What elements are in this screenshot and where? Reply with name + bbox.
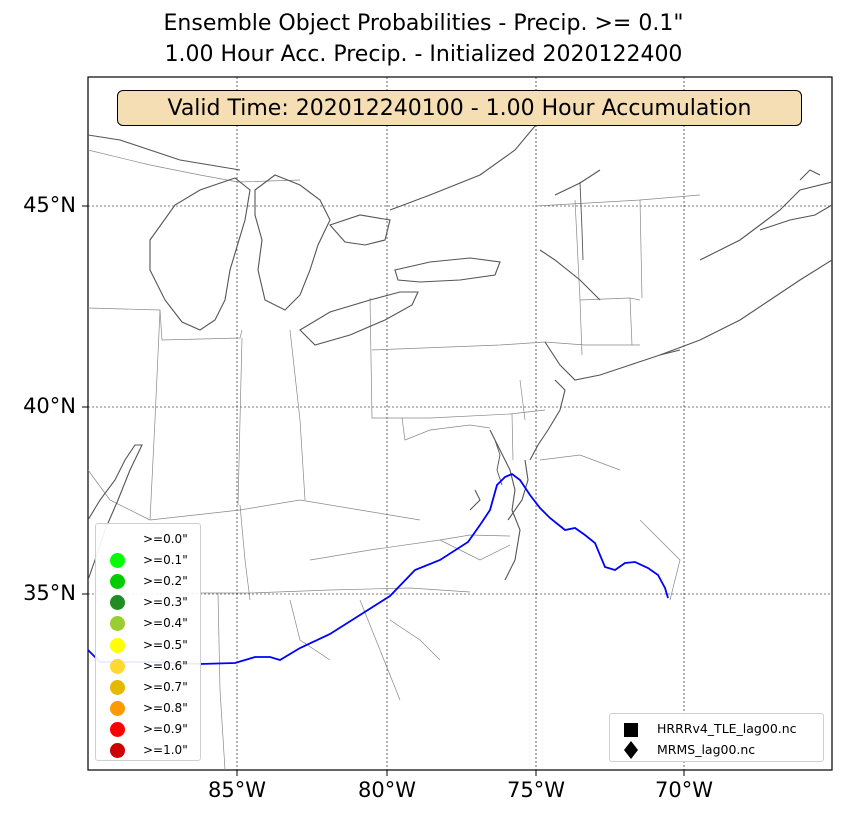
square-marker-icon	[624, 723, 638, 737]
threshold-legend-row: >=0.8"	[96, 698, 202, 718]
chart-title-line1: Ensemble Object Probabilities - Precip. …	[163, 11, 684, 36]
legend-dot-icon	[110, 679, 125, 695]
threshold-legend-row: >=1.0"	[96, 740, 202, 760]
valid-time-label: Valid Time: 202012240100 - 1.00 Hour Acc…	[117, 90, 802, 126]
coastlines	[88, 119, 832, 581]
state-boundaries	[88, 149, 701, 770]
threshold-legend: >=0.0" >=0.1" >=0.2" >=0.3" >=0.4" >=0.5" >=0.…	[95, 523, 201, 761]
threshold-legend-row: >=0.3"	[96, 592, 202, 612]
axis-ticks	[82, 205, 685, 776]
threshold-legend-label: >=0.6"	[143, 658, 188, 673]
threshold-legend-label: >=0.1"	[143, 553, 188, 568]
threshold-legend-row: >=0.9"	[96, 719, 202, 739]
diamond-marker-icon	[624, 741, 638, 759]
threshold-legend-label: >=0.4"	[143, 616, 188, 631]
threshold-legend-row: >=0.2"	[96, 571, 202, 591]
legend-dot-icon	[110, 658, 125, 674]
threshold-legend-row: >=0.5"	[96, 635, 202, 655]
source-legend: HRRRv4_TLE_lag00.nc MRMS_lag00.nc	[609, 713, 824, 762]
legend-dot-icon	[110, 574, 125, 590]
threshold-legend-label: >=0.5"	[143, 637, 188, 652]
threshold-legend-row: >=0.0"	[96, 529, 202, 549]
legend-dot-icon	[110, 532, 125, 547]
threshold-legend-label: >=0.2"	[143, 574, 188, 589]
legend-dot-icon	[110, 721, 125, 737]
legend-dot-icon	[110, 616, 125, 632]
threshold-legend-label: >=0.8"	[143, 700, 188, 715]
lat-label-45: 45°N	[23, 193, 76, 217]
lat-label-40: 40°N	[23, 394, 76, 418]
legend-dot-icon	[110, 553, 125, 569]
threshold-legend-row: >=0.1"	[96, 550, 202, 570]
lon-label-75: 75°W	[507, 778, 565, 802]
source-legend-row: MRMS_lag00.nc	[610, 739, 825, 761]
threshold-legend-label: >=0.3"	[143, 595, 188, 610]
lon-label-80: 80°W	[358, 778, 416, 802]
map-frame	[87, 76, 833, 771]
source-legend-row: HRRRv4_TLE_lag00.nc	[610, 718, 825, 740]
source-legend-label: MRMS_lag00.nc	[657, 742, 756, 757]
lon-label-70: 70°W	[655, 778, 713, 802]
legend-dot-icon	[110, 700, 125, 716]
threshold-legend-label: >=1.0"	[143, 743, 188, 757]
threshold-legend-label: >=0.0"	[143, 532, 188, 546]
precip-object-boundary	[88, 472, 669, 665]
lat-label-35: 35°N	[23, 581, 76, 605]
threshold-legend-row: >=0.6"	[96, 656, 202, 676]
legend-dot-icon	[110, 637, 125, 653]
lon-label-85: 85°W	[208, 778, 266, 802]
threshold-legend-row: >=0.4"	[96, 613, 202, 633]
threshold-legend-row: >=0.7"	[96, 677, 202, 697]
threshold-legend-label: >=0.7"	[143, 679, 188, 694]
threshold-legend-label: >=0.9"	[143, 721, 188, 736]
graticule	[88, 77, 832, 770]
legend-dot-icon	[110, 595, 125, 611]
source-legend-label: HRRRv4_TLE_lag00.nc	[657, 721, 797, 736]
legend-dot-icon	[110, 743, 125, 758]
chart-title-line2: 1.00 Hour Acc. Precip. - Initialized 202…	[164, 42, 683, 67]
bay-detail	[494, 181, 584, 486]
